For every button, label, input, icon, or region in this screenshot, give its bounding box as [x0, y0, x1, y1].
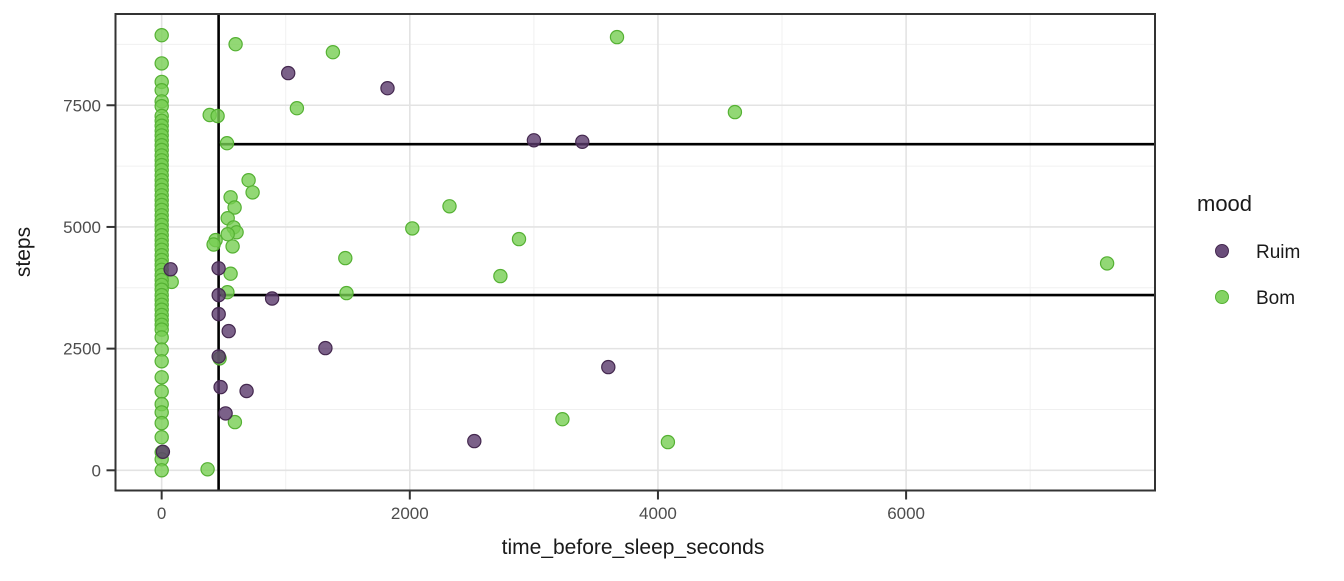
plot-panel — [115, 14, 1155, 491]
data-point-ruim — [218, 406, 233, 421]
data-point-ruim — [213, 379, 228, 395]
data-point-bom — [442, 199, 457, 214]
data-point-ruim — [526, 133, 542, 148]
tick-labels: 0 2000 4000 6000 0 2500 5000 7500 — [63, 96, 925, 523]
data-point-ruim — [575, 134, 590, 149]
legend: mood Ruim Bom — [1197, 191, 1300, 309]
data-point-bom — [338, 250, 353, 266]
data-point-bom — [227, 414, 243, 430]
data-point-bom — [220, 226, 235, 242]
data-point-bom — [210, 108, 225, 124]
legend-label-bom: Bom — [1256, 288, 1295, 309]
data-point-bom — [339, 285, 354, 301]
data-point-bom — [219, 135, 235, 151]
data-point-bom — [289, 100, 305, 116]
data-point-bom — [405, 221, 420, 236]
data-point-bom — [609, 29, 625, 45]
data-point-bom — [154, 354, 169, 369]
x-tick-label: 6000 — [887, 504, 925, 523]
y-tick-label: 5000 — [63, 218, 101, 237]
y-tick-label: 0 — [92, 461, 101, 480]
data-point-bom — [154, 330, 169, 345]
data-point-bom — [555, 412, 570, 427]
data-point-bom — [511, 231, 527, 247]
data-point-ruim — [380, 80, 395, 96]
data-point-bom — [325, 45, 341, 60]
reference-lines — [217, 14, 1155, 491]
x-tick-label: 0 — [157, 504, 166, 523]
data-point-bom — [227, 200, 242, 215]
data-point-ruim — [211, 349, 226, 364]
data-point-bom — [154, 56, 169, 71]
data-point-bom — [660, 434, 676, 450]
data-point-bom — [241, 172, 256, 188]
data-point-ruim — [318, 340, 333, 356]
data-point-bom — [727, 104, 743, 120]
data-point-bom — [154, 28, 169, 43]
y-tick-label: 2500 — [63, 340, 101, 359]
data-point-bom — [245, 185, 260, 200]
axis-ticks — [106, 104, 908, 500]
legend-label-ruim: Ruim — [1256, 242, 1300, 263]
data-point-ruim — [467, 433, 482, 449]
x-tick-label: 4000 — [639, 504, 677, 523]
panel-border — [114, 13, 1156, 492]
data-point-ruim — [163, 262, 178, 277]
legend-key-ruim-icon — [1215, 244, 1229, 258]
data-point-ruim — [601, 359, 616, 375]
data-point-ruim — [211, 261, 226, 276]
data-point-bom — [154, 430, 169, 445]
data-point-bom — [154, 370, 169, 385]
data-point-bom — [200, 462, 215, 477]
data-point-bom — [154, 384, 169, 399]
data-point-bom — [225, 239, 240, 254]
data-point-bom — [154, 463, 169, 478]
data-point-bom — [493, 268, 508, 284]
data-point-ruim — [239, 383, 254, 399]
data-point-ruim — [211, 306, 226, 322]
data-point-ruim — [264, 291, 280, 306]
y-axis-title: steps — [12, 227, 35, 277]
data-points — [154, 28, 1115, 478]
x-axis-title: time_before_sleep_seconds — [502, 536, 765, 559]
legend-key-bom-icon — [1215, 290, 1229, 304]
data-point-ruim — [281, 65, 296, 81]
data-point-bom — [154, 415, 169, 431]
y-tick-label: 7500 — [63, 96, 101, 115]
data-point-ruim — [155, 444, 171, 459]
legend-title: mood — [1197, 191, 1252, 216]
data-point-bom — [1099, 256, 1115, 271]
data-point-bom — [206, 237, 221, 252]
x-tick-label: 2000 — [391, 504, 429, 523]
data-point-bom — [228, 37, 243, 52]
data-point-bom — [223, 266, 238, 281]
data-point-ruim — [211, 287, 226, 303]
data-point-ruim — [221, 323, 236, 339]
